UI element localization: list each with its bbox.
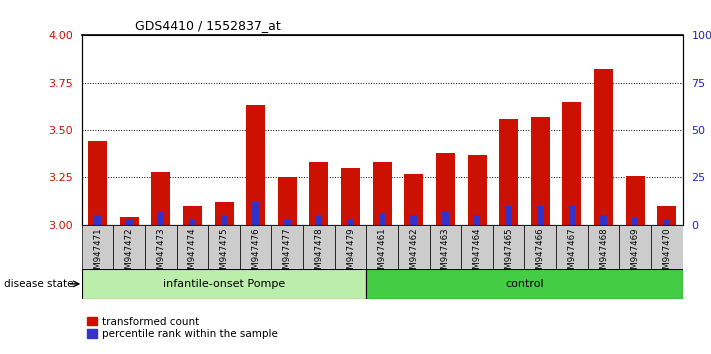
Bar: [663, 219, 670, 225]
Text: GSM947468: GSM947468: [599, 227, 608, 280]
Bar: [600, 215, 606, 225]
Text: GSM947464: GSM947464: [473, 227, 481, 280]
Text: GSM947461: GSM947461: [378, 227, 387, 280]
Bar: [429, 225, 461, 269]
Text: GSM947469: GSM947469: [631, 227, 640, 280]
Bar: [461, 225, 493, 269]
Bar: [632, 217, 638, 225]
Bar: [284, 219, 291, 225]
Bar: [246, 105, 265, 225]
Bar: [335, 225, 366, 269]
Bar: [493, 225, 525, 269]
Bar: [657, 206, 676, 225]
Bar: [531, 117, 550, 225]
Bar: [119, 217, 139, 225]
Bar: [88, 142, 107, 225]
Text: GSM947472: GSM947472: [124, 227, 134, 280]
Text: GSM947479: GSM947479: [346, 227, 355, 280]
Text: GSM947463: GSM947463: [441, 227, 450, 280]
Text: GSM947474: GSM947474: [188, 227, 197, 280]
Bar: [208, 225, 240, 269]
Text: GSM947470: GSM947470: [662, 227, 671, 280]
Bar: [341, 168, 360, 225]
Bar: [366, 225, 398, 269]
Bar: [240, 225, 272, 269]
Bar: [379, 213, 385, 225]
Bar: [82, 225, 113, 269]
Bar: [525, 225, 556, 269]
Bar: [113, 225, 145, 269]
Bar: [126, 219, 132, 225]
Text: GSM947462: GSM947462: [410, 227, 418, 280]
Text: GSM947478: GSM947478: [314, 227, 324, 280]
Text: GSM947476: GSM947476: [251, 227, 260, 280]
Bar: [366, 269, 683, 299]
Bar: [562, 102, 582, 225]
Bar: [316, 215, 322, 225]
Bar: [309, 162, 328, 225]
Bar: [474, 215, 481, 225]
Bar: [145, 225, 176, 269]
Text: GSM947475: GSM947475: [220, 227, 228, 280]
Bar: [594, 69, 613, 225]
Bar: [398, 225, 429, 269]
Bar: [506, 206, 512, 225]
Bar: [569, 206, 575, 225]
Legend: transformed count, percentile rank within the sample: transformed count, percentile rank withi…: [87, 317, 277, 339]
Text: disease state: disease state: [4, 279, 73, 289]
Bar: [410, 215, 417, 225]
Text: GSM947477: GSM947477: [283, 227, 292, 280]
Bar: [651, 225, 683, 269]
Text: GSM947471: GSM947471: [93, 227, 102, 280]
Bar: [220, 215, 228, 225]
Bar: [588, 225, 619, 269]
Bar: [347, 219, 354, 225]
Bar: [278, 177, 296, 225]
Text: GDS4410 / 1552837_at: GDS4410 / 1552837_at: [135, 19, 281, 33]
Bar: [619, 225, 651, 269]
Bar: [442, 212, 449, 225]
Bar: [189, 219, 196, 225]
Bar: [468, 155, 486, 225]
Bar: [151, 172, 171, 225]
Bar: [82, 269, 366, 299]
Bar: [303, 225, 335, 269]
Bar: [436, 153, 455, 225]
Bar: [499, 119, 518, 225]
Text: GSM947465: GSM947465: [504, 227, 513, 280]
Bar: [373, 162, 392, 225]
Bar: [95, 215, 101, 225]
Bar: [537, 206, 544, 225]
Bar: [176, 225, 208, 269]
Bar: [158, 212, 164, 225]
Text: GSM947473: GSM947473: [156, 227, 166, 280]
Bar: [272, 225, 303, 269]
Text: infantile-onset Pompe: infantile-onset Pompe: [163, 279, 285, 289]
Text: control: control: [505, 279, 544, 289]
Bar: [405, 174, 423, 225]
Bar: [215, 202, 233, 225]
Bar: [626, 176, 645, 225]
Text: GSM947467: GSM947467: [567, 227, 577, 280]
Bar: [556, 225, 588, 269]
Text: GSM947466: GSM947466: [536, 227, 545, 280]
Bar: [252, 202, 259, 225]
Bar: [183, 206, 202, 225]
